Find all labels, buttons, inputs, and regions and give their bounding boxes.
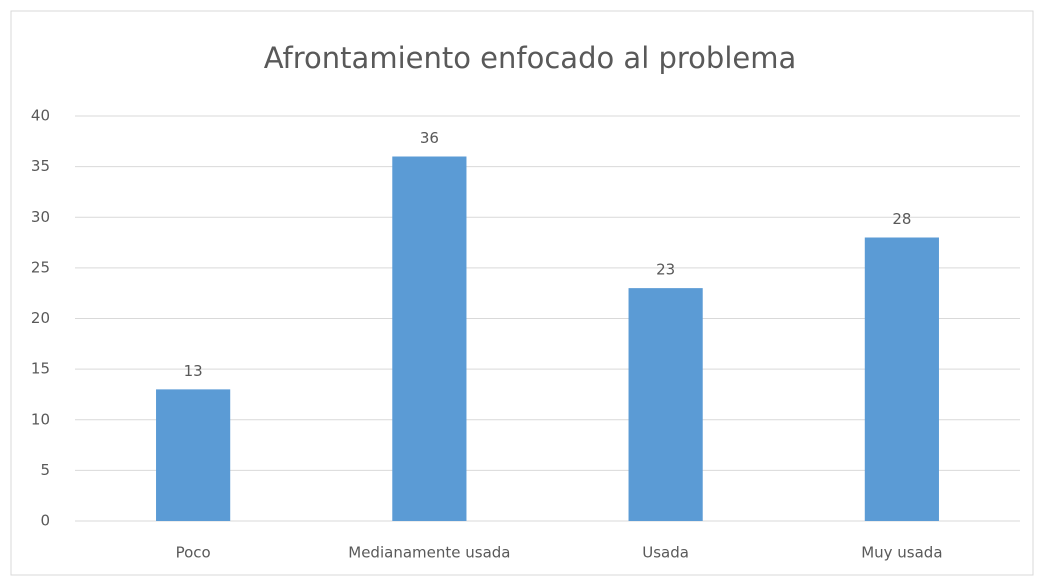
x-tick-label: Poco [176,544,211,562]
bar [628,288,703,521]
y-tick-label: 15 [31,360,50,378]
data-label: 28 [892,210,911,228]
x-tick-label: Muy usada [861,544,942,562]
y-tick-label: 5 [40,461,50,479]
y-tick-label: 20 [31,309,50,327]
bar [392,156,467,521]
x-tick-label: Usada [642,544,689,562]
y-tick-label: 10 [31,410,50,428]
y-tick-label: 25 [31,258,50,276]
y-tick-label: 0 [40,512,50,530]
bar [864,237,939,521]
x-tick-label: Medianamente usada [348,544,510,562]
y-tick-label: 30 [31,208,50,226]
data-label: 36 [420,129,439,147]
data-label: 23 [656,261,675,279]
chart-title: Afrontamiento enfocado al problema [264,41,797,75]
bar [156,389,231,521]
y-tick-label: 40 [31,107,50,125]
y-tick-label: 35 [31,157,50,175]
data-label: 13 [184,362,203,380]
